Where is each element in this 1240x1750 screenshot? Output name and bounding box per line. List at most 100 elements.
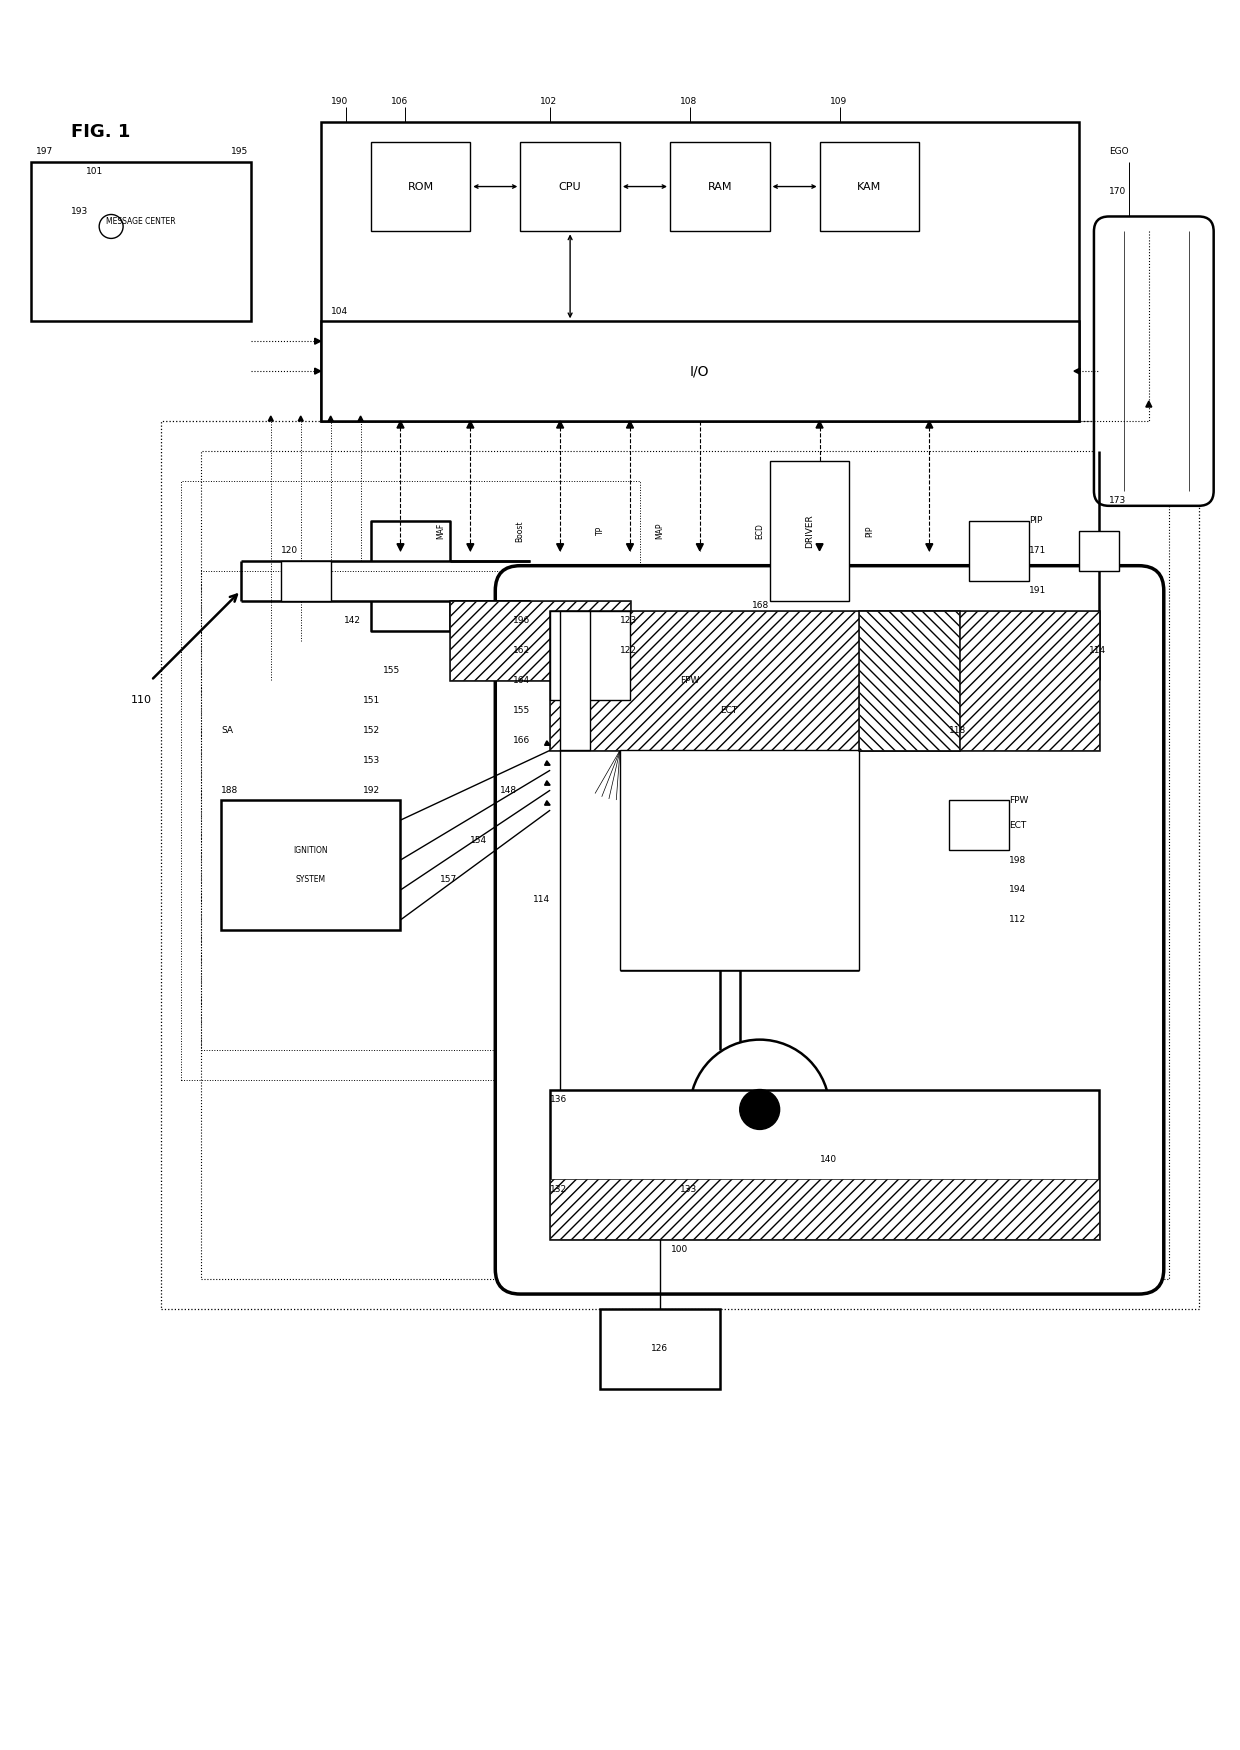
Bar bbox=[620, 751, 859, 970]
Polygon shape bbox=[299, 416, 304, 422]
Polygon shape bbox=[358, 416, 363, 422]
Text: FPW: FPW bbox=[680, 676, 699, 684]
Bar bbox=[280, 560, 331, 600]
Text: DRIVER: DRIVER bbox=[805, 514, 815, 548]
Bar bbox=[600, 1309, 719, 1390]
Polygon shape bbox=[544, 761, 551, 765]
Text: 170: 170 bbox=[1109, 187, 1126, 196]
Bar bbox=[181, 481, 640, 1080]
Text: 123: 123 bbox=[620, 616, 637, 625]
Circle shape bbox=[99, 215, 123, 238]
Text: 198: 198 bbox=[1009, 856, 1027, 864]
Bar bbox=[321, 322, 1079, 422]
Text: SYSTEM: SYSTEM bbox=[295, 875, 326, 884]
Polygon shape bbox=[926, 422, 932, 429]
Text: PIP: PIP bbox=[866, 525, 874, 537]
Text: I/O: I/O bbox=[691, 364, 709, 378]
Polygon shape bbox=[626, 544, 634, 551]
Text: 191: 191 bbox=[1029, 586, 1047, 595]
Polygon shape bbox=[557, 422, 564, 429]
Polygon shape bbox=[626, 422, 634, 429]
Text: 193: 193 bbox=[71, 206, 88, 215]
Text: 126: 126 bbox=[651, 1344, 668, 1353]
Text: 195: 195 bbox=[231, 147, 248, 156]
Text: MAF: MAF bbox=[436, 523, 445, 539]
Polygon shape bbox=[1074, 368, 1080, 374]
Text: 151: 151 bbox=[363, 696, 381, 705]
FancyBboxPatch shape bbox=[495, 565, 1164, 1293]
Text: 136: 136 bbox=[551, 1096, 568, 1104]
Text: 196: 196 bbox=[513, 616, 531, 625]
Bar bbox=[551, 611, 1099, 751]
Text: 190: 190 bbox=[331, 98, 348, 107]
Text: 166: 166 bbox=[513, 735, 531, 746]
Bar bbox=[321, 123, 1079, 422]
Text: CPU: CPU bbox=[559, 182, 582, 191]
FancyBboxPatch shape bbox=[1094, 217, 1214, 506]
Bar bbox=[450, 600, 630, 681]
Polygon shape bbox=[466, 544, 474, 551]
Text: 118: 118 bbox=[950, 726, 966, 735]
Polygon shape bbox=[397, 422, 404, 429]
Text: FPW: FPW bbox=[1009, 796, 1028, 805]
Text: ECT: ECT bbox=[719, 705, 737, 714]
Polygon shape bbox=[544, 740, 551, 746]
Polygon shape bbox=[397, 544, 404, 551]
Polygon shape bbox=[816, 544, 823, 551]
Text: 142: 142 bbox=[343, 616, 361, 625]
Text: ECT: ECT bbox=[1009, 821, 1027, 830]
Text: 114: 114 bbox=[533, 896, 551, 905]
Circle shape bbox=[740, 1090, 780, 1129]
Polygon shape bbox=[315, 368, 321, 374]
Bar bbox=[670, 142, 770, 231]
Text: MAP: MAP bbox=[656, 523, 665, 539]
Text: KAM: KAM bbox=[857, 182, 882, 191]
Text: 140: 140 bbox=[820, 1155, 837, 1164]
Bar bbox=[201, 570, 580, 1050]
Bar bbox=[859, 611, 960, 751]
Polygon shape bbox=[329, 416, 334, 422]
Bar bbox=[551, 1180, 1099, 1239]
Text: 173: 173 bbox=[1109, 497, 1126, 506]
Text: 168: 168 bbox=[753, 600, 770, 609]
Text: 104: 104 bbox=[331, 306, 347, 315]
Bar bbox=[770, 460, 849, 600]
Text: 154: 154 bbox=[470, 835, 487, 845]
Text: 106: 106 bbox=[391, 98, 408, 107]
Text: RAM: RAM bbox=[708, 182, 732, 191]
Text: 153: 153 bbox=[363, 756, 381, 765]
Text: 188: 188 bbox=[221, 786, 238, 794]
Text: 152: 152 bbox=[363, 726, 381, 735]
Text: 162: 162 bbox=[513, 646, 531, 654]
Bar bbox=[221, 800, 401, 929]
Polygon shape bbox=[268, 416, 273, 422]
Polygon shape bbox=[315, 338, 321, 345]
Text: 110: 110 bbox=[131, 695, 153, 705]
Text: 192: 192 bbox=[363, 786, 381, 794]
Text: 155: 155 bbox=[513, 705, 531, 714]
Text: 171: 171 bbox=[1029, 546, 1047, 555]
Circle shape bbox=[689, 1040, 830, 1180]
Polygon shape bbox=[557, 544, 564, 551]
Bar bbox=[820, 142, 919, 231]
Bar bbox=[551, 1090, 1099, 1239]
Text: 133: 133 bbox=[680, 1185, 697, 1194]
Text: 108: 108 bbox=[680, 98, 697, 107]
Text: 194: 194 bbox=[1009, 886, 1027, 894]
Text: 101: 101 bbox=[87, 166, 103, 177]
Bar bbox=[970, 522, 1029, 581]
Text: PIP: PIP bbox=[1029, 516, 1043, 525]
Text: 197: 197 bbox=[36, 147, 53, 156]
Bar bbox=[450, 600, 630, 681]
Text: 164: 164 bbox=[513, 676, 531, 684]
Polygon shape bbox=[1146, 401, 1152, 408]
Polygon shape bbox=[816, 422, 823, 429]
Text: ECD: ECD bbox=[755, 523, 764, 539]
Text: Boost: Boost bbox=[516, 520, 525, 541]
Text: 109: 109 bbox=[830, 98, 847, 107]
Bar bbox=[161, 422, 1199, 1309]
Text: 157: 157 bbox=[440, 875, 458, 884]
Text: 122: 122 bbox=[620, 646, 637, 654]
Bar bbox=[1079, 530, 1118, 570]
Bar bbox=[551, 611, 1099, 751]
